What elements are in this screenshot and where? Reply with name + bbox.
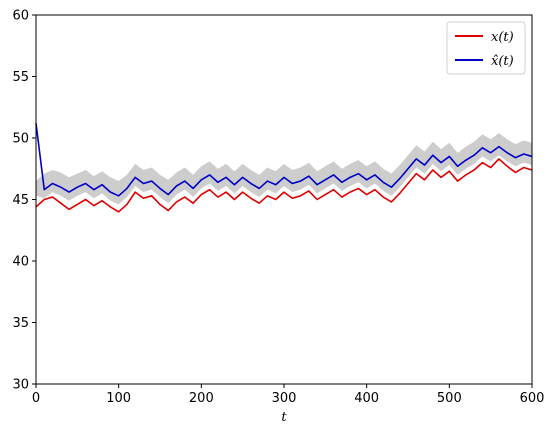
y-tick-label: 50: [12, 132, 29, 147]
x-tick-label: 600: [520, 391, 545, 406]
ticks-layer: 0 100 200 300 400 500 600 30 35 40 45 50 55 60: [12, 9, 544, 407]
y-tick-label: 30: [12, 378, 29, 393]
series-layer: [35, 123, 533, 213]
y-tick-label: 55: [12, 70, 29, 85]
y-tick-label: 35: [12, 316, 29, 331]
x-tick-label: 500: [437, 391, 462, 406]
x-tick-label: 400: [354, 391, 379, 406]
confidence-band-layer: [36, 133, 532, 205]
x-tick-label: 200: [189, 391, 214, 406]
y-tick-label: 40: [12, 255, 29, 270]
y-tick-label: 60: [12, 9, 29, 24]
confidence-band: [36, 133, 532, 205]
x-tick-label: 300: [272, 391, 297, 406]
x-tick-label: 0: [32, 391, 40, 406]
x-tick-label: 100: [106, 391, 131, 406]
y-tick-label: 45: [12, 193, 29, 208]
x-axis-label: t: [281, 410, 287, 425]
legend: x(t) x̂(t): [446, 21, 526, 75]
legend-label-xhat: x̂(t): [491, 54, 514, 69]
series-line-xhat: [35, 123, 533, 197]
legend-label-x: x(t): [491, 30, 514, 45]
series-line-x: [35, 158, 533, 213]
